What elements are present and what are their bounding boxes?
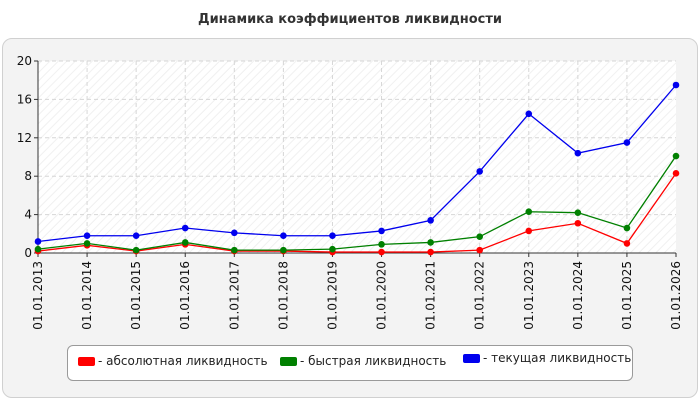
x-tick-labels: 01.01.2013 01.01.2014 01.01.2015 01.01.2016…: [31, 261, 683, 330]
x-tick-label: 01.01.2020: [375, 261, 389, 330]
x-tick-label: 01.01.2022: [473, 261, 487, 330]
y-tick-label: 16: [17, 92, 32, 106]
y-tick-label: 4: [24, 208, 32, 222]
series-2-point: [231, 229, 238, 237]
y-tick-label: 0: [24, 246, 32, 260]
legend-item-current: - текущая ликвидность: [463, 351, 631, 365]
series-1-point: [132, 246, 140, 254]
series-2-point: [476, 168, 483, 175]
series-1-point: [525, 208, 533, 216]
series-1-point: [672, 152, 680, 160]
series-2-point: [181, 224, 189, 232]
legend: - абсолютная ликвидность - быстрая ликви…: [67, 345, 633, 381]
x-tick-label: 01.01.2021: [424, 261, 438, 330]
series-0-point: [427, 248, 434, 256]
series-2-point: [574, 149, 582, 157]
series-2-point: [525, 110, 533, 118]
series-0-point: [672, 170, 680, 177]
series-1-point: [329, 245, 336, 253]
x-tick-label: 01.01.2018: [276, 261, 290, 330]
series-line-1: [37, 155, 677, 251]
series-2-point: [672, 81, 680, 89]
series-0-point: [574, 219, 582, 227]
series-0-point: [378, 248, 385, 256]
x-tick-label: 01.01.2014: [80, 261, 94, 330]
series-1-point: [574, 209, 582, 216]
grid-lines: [38, 60, 676, 253]
series-2-point: [132, 232, 140, 240]
series-line-2: [37, 84, 677, 243]
chart-title: Динамика коэффициентов ликвидности: [198, 12, 502, 27]
x-tick-label: 01.01.2015: [129, 261, 143, 330]
series-2-point: [378, 227, 385, 235]
x-tick-label: 01.01.2017: [227, 261, 241, 330]
y-tick-label: 8: [24, 169, 32, 183]
series-2-point: [427, 217, 434, 224]
legend-label-current: - текущая ликвидность: [483, 351, 632, 365]
legend-item-absolute: - абсолютная ликвидность: [78, 354, 268, 368]
plot-area: [38, 61, 676, 253]
legend-swatch-current: [463, 353, 480, 363]
series-2-point: [623, 139, 631, 146]
series-2-point: [280, 232, 287, 240]
series-lines: [34, 81, 680, 256]
series-0-point: [476, 246, 483, 254]
series-line-0: [37, 172, 677, 253]
legend-item-quick: - быстрая ликвидность: [280, 354, 446, 368]
series-1-point: [623, 224, 631, 232]
legend-swatch-absolute: [78, 356, 95, 366]
y-tick-label: 12: [17, 131, 32, 145]
series-1-point: [280, 246, 287, 254]
y-tick-label: 20: [17, 54, 32, 68]
legend-label-quick: - быстрая ликвидность: [300, 354, 447, 368]
legend-label-absolute: - абсолютная ликвидность: [98, 354, 268, 368]
x-tick-label: 01.01.2026: [669, 261, 683, 330]
series-1-point: [83, 240, 91, 247]
series-1-point: [34, 245, 42, 253]
x-tick-label: 01.01.2019: [325, 261, 339, 330]
series-1-point: [231, 246, 238, 254]
legend-swatch-quick: [280, 356, 297, 366]
y-tick-labels: 0 4 8 12 16 20: [17, 54, 32, 260]
x-tick-label: 01.01.2023: [522, 261, 536, 330]
series-0-point: [623, 240, 631, 247]
series-1-point: [181, 239, 189, 246]
series-1-point: [427, 239, 434, 246]
x-tick-label: 01.01.2016: [178, 261, 192, 330]
series-1-point: [476, 233, 483, 240]
series-1-point: [378, 241, 385, 248]
x-tick-label: 01.01.2025: [620, 261, 634, 330]
series-2-point: [329, 232, 336, 240]
series-2-point: [83, 232, 91, 240]
x-tick-label: 01.01.2024: [571, 261, 585, 330]
series-2-point: [34, 238, 42, 245]
series-0-point: [525, 227, 533, 235]
x-tick-label: 01.01.2013: [31, 261, 45, 330]
